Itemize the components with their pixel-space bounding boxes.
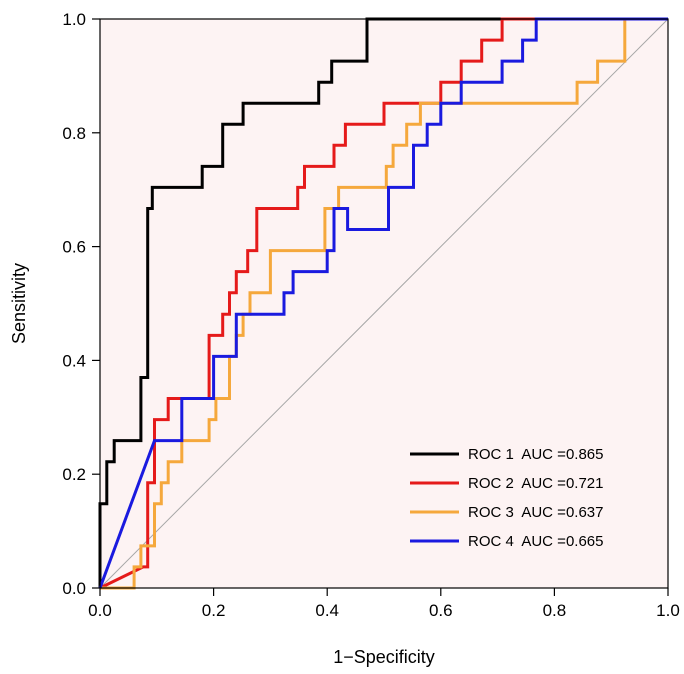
legend-label-roc-3: ROC 3 AUC =0.637 — [468, 504, 603, 521]
x-tick-label: 0.4 — [315, 601, 339, 620]
legend-label-roc-1: ROC 1 AUC =0.865 — [468, 446, 603, 463]
legend-label-roc-4: ROC 4 AUC =0.665 — [468, 533, 603, 550]
y-tick-label: 0.8 — [62, 124, 86, 143]
y-tick-label: 1.0 — [62, 10, 86, 29]
series-layer — [98, 17, 668, 590]
y-tick-label: 0.4 — [62, 351, 86, 370]
y-tick-label: 0.0 — [62, 579, 86, 598]
x-tick-label: 0.2 — [202, 601, 226, 620]
x-tick-label: 1.0 — [656, 601, 680, 620]
x-tick-label: 0.0 — [88, 601, 112, 620]
roc-curve-2 — [99, 17, 668, 590]
legend: ROC 1 AUC =0.865 ROC 2 AUC =0.721 ROC 3 AU… — [410, 446, 603, 550]
plot-frame — [99, 18, 669, 589]
y-tick-label: 0.6 — [62, 238, 86, 257]
x-tick-label: 0.6 — [429, 601, 453, 620]
x-axis-title: 1−Specificity — [333, 647, 435, 667]
roc-curve-1 — [98, 17, 668, 588]
y-axis-title: Sensitivity — [9, 263, 29, 344]
roc-curve-4 — [98, 17, 668, 589]
legend-label-roc-2: ROC 2 AUC =0.721 — [468, 475, 603, 492]
y-tick-label: 0.2 — [62, 465, 86, 484]
x-tick-label: 0.8 — [543, 601, 567, 620]
reference-diagonal — [99, 18, 669, 589]
axis-ticks: 0.0 0.2 0.4 0.6 0.8 1.0 0.0 0.2 0.4 0.6 0.8 1.0 — [62, 10, 679, 620]
